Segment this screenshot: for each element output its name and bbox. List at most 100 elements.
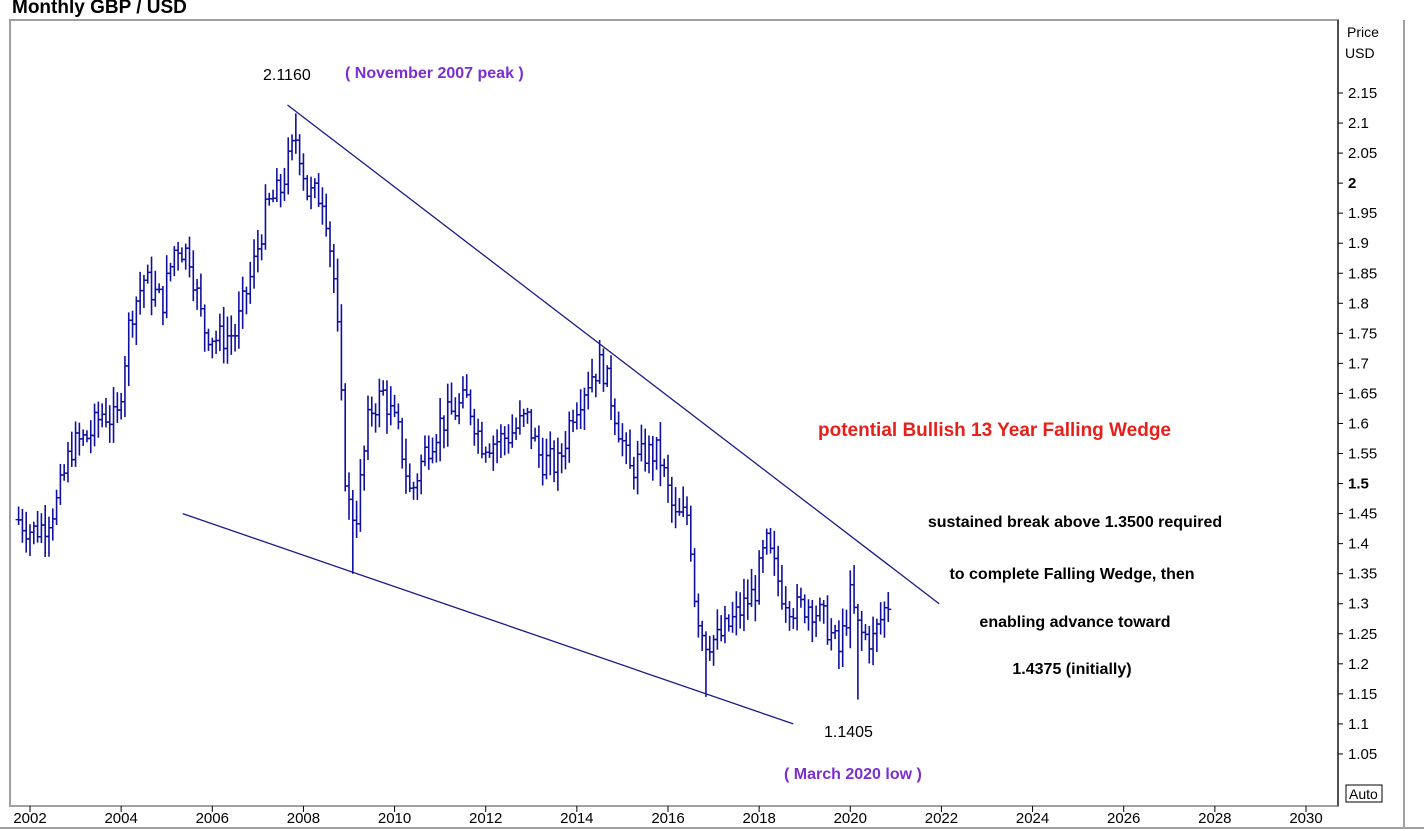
ohlc-bar — [273, 168, 280, 202]
ohlc-bar — [782, 586, 789, 623]
ohlc-bar — [718, 615, 725, 642]
ohlc-bar — [680, 486, 687, 518]
ohlc-bar — [440, 415, 447, 449]
ohlc-bar — [372, 403, 379, 433]
ohlc-bar — [490, 435, 497, 471]
y-tick-label: 1.65 — [1348, 385, 1377, 402]
ohlc-bar — [820, 600, 827, 624]
ohlc-bar — [539, 437, 546, 486]
ohlc-bar — [862, 624, 869, 641]
ohlc-bar — [311, 178, 318, 199]
ohlc-bar — [843, 609, 850, 636]
ohlc-bar — [835, 620, 842, 669]
chart-title: Monthly GBP / USD — [12, 0, 187, 18]
ohlc-bar — [608, 355, 615, 420]
y-tick-label: 1.3 — [1348, 596, 1369, 613]
ohlc-bar — [623, 432, 630, 465]
ohlc-bar — [524, 407, 531, 424]
auto-scale-button[interactable]: Auto — [1345, 784, 1383, 803]
ohlc-bar — [737, 592, 744, 629]
ohlc-bar — [421, 435, 428, 467]
ohlc-bar — [634, 440, 641, 495]
y-tick-label: 2.05 — [1348, 145, 1377, 162]
ohlc-bar — [877, 602, 884, 635]
ohlc-bar — [592, 373, 599, 398]
ohlc-bars — [15, 113, 892, 700]
ohlc-bar — [72, 421, 79, 467]
ohlc-bar — [437, 398, 444, 462]
ohlc-bar — [653, 436, 660, 470]
ohlc-bar — [163, 255, 170, 319]
note-line-3: enabling advance toward — [979, 614, 1170, 631]
ohlc-bar — [49, 508, 56, 541]
ohlc-bar — [501, 426, 508, 456]
ohlc-bar — [456, 393, 463, 425]
ohlc-bar — [577, 389, 584, 429]
ohlc-bar — [775, 545, 782, 597]
ohlc-bar — [566, 411, 573, 463]
y-tick-label: 1.35 — [1348, 566, 1377, 583]
y-tick-label: 1.05 — [1348, 746, 1377, 763]
y-axis-label-usd: USD — [1345, 45, 1375, 61]
plot-frame — [9, 19, 1339, 807]
ohlc-bar — [589, 358, 596, 393]
ohlc-bar — [676, 498, 683, 516]
x-tick-label: 2020 — [834, 810, 867, 827]
y-tick-label: 1.7 — [1348, 355, 1369, 372]
ohlc-bar — [34, 510, 41, 543]
ohlc-bar — [30, 521, 37, 545]
x-tick-label: 2016 — [651, 810, 684, 827]
ohlc-bar — [691, 548, 698, 608]
ohlc-bar — [813, 605, 820, 637]
ohlc-bar — [270, 189, 277, 203]
x-tick-label: 2028 — [1198, 810, 1231, 827]
ohlc-bar — [239, 276, 246, 329]
y-tick-label: 1.8 — [1348, 295, 1369, 312]
y-tick-label: 1.95 — [1348, 205, 1377, 222]
ohlc-bar — [19, 508, 26, 543]
ohlc-bar — [277, 174, 284, 208]
ohlc-bar — [740, 578, 747, 632]
x-tick-label: 2022 — [925, 810, 958, 827]
ohlc-bar — [45, 516, 52, 557]
ohlc-bar — [27, 524, 33, 557]
ohlc-bar — [368, 396, 375, 427]
ohlc-bar — [885, 592, 892, 622]
ohlc-bar — [110, 387, 117, 443]
ohlc-bar — [816, 597, 823, 622]
ohlc-bar — [251, 239, 258, 289]
ohlc-bar — [596, 339, 603, 384]
ohlc-bar — [797, 587, 804, 608]
ohlc-bar — [520, 408, 527, 427]
ohlc-bar — [323, 193, 330, 237]
note-line-1: sustained break above 1.3500 required — [928, 514, 1222, 531]
ohlc-bar — [156, 283, 163, 294]
ohlc-bar — [327, 221, 334, 268]
ohlc-bar — [642, 428, 649, 472]
ohlc-bar — [190, 250, 197, 302]
ohlc-bar — [630, 456, 637, 490]
ohlc-bar — [330, 243, 337, 294]
ohlc-bar — [839, 608, 846, 667]
y-tick-label: 1.45 — [1348, 506, 1377, 523]
ohlc-bar — [858, 610, 865, 651]
ohlc-bar — [197, 273, 204, 317]
ohlc-bar — [467, 389, 474, 426]
ohlc-bar — [870, 616, 877, 666]
ohlc-bar — [300, 153, 307, 191]
ohlc-bar — [346, 472, 352, 520]
ohlc-bar — [828, 618, 835, 651]
ohlc-bar — [349, 490, 356, 574]
wedge-trendlines — [182, 104, 940, 725]
x-tick-label: 2006 — [196, 810, 229, 827]
ohlc-bar — [357, 459, 364, 532]
ohlc-bar — [619, 423, 626, 457]
x-tick-label: 2026 — [1107, 810, 1140, 827]
ohlc-bar — [418, 454, 425, 495]
ohlc-bar — [338, 304, 345, 401]
note-line-2: to complete Falling Wedge, then — [949, 566, 1194, 583]
ohlc-bar — [866, 626, 873, 664]
ohlc-bar — [505, 424, 512, 454]
ohlc-bar — [733, 591, 740, 636]
ohlc-bar — [308, 176, 315, 210]
